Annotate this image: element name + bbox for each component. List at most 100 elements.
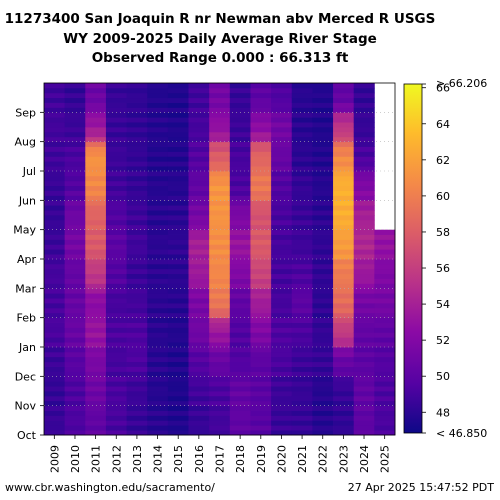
heatmap-cell [312, 180, 334, 187]
heatmap-cell [229, 376, 251, 382]
heatmap-cell [64, 327, 86, 333]
heatmap-cell [250, 268, 272, 275]
heatmap-cell [188, 361, 210, 367]
heatmap-cell [229, 83, 251, 89]
heatmap-cell [126, 259, 148, 265]
heatmap-cell [167, 210, 189, 216]
heatmap-cell [333, 161, 355, 167]
heatmap-cell [105, 420, 127, 426]
heatmap-cell [64, 259, 86, 265]
heatmap-cell [209, 234, 231, 240]
heatmap-cell [229, 254, 251, 260]
heatmap-cell [333, 391, 355, 397]
heatmap-cell [167, 239, 189, 245]
heatmap-cell [188, 395, 210, 402]
heatmap-cell [209, 425, 231, 431]
heatmap-cell [333, 400, 355, 407]
heatmap-cell [167, 117, 189, 123]
footer-source-url[interactable]: www.cbr.washington.edu/sacramento/ [5, 481, 215, 494]
heatmap-cell [291, 102, 313, 108]
heatmap-cell [250, 425, 272, 431]
heatmap-cell [353, 425, 375, 431]
heatmap-cell [167, 92, 189, 99]
heatmap-cell [85, 210, 107, 216]
heatmap-cell [64, 200, 86, 206]
heatmap-cell [229, 263, 251, 270]
heatmap-cell [44, 298, 66, 304]
heatmap-cell [312, 244, 334, 250]
heatmap-cell [312, 386, 334, 392]
heatmap-cell [188, 219, 210, 226]
heatmap-cell [44, 205, 66, 211]
heatmap-cell [312, 405, 334, 411]
heatmap-cell [105, 371, 127, 377]
heatmap-cell [374, 430, 396, 436]
heatmap-cell [44, 200, 66, 206]
heatmap-cell [85, 200, 107, 206]
heatmap-cell [333, 337, 355, 343]
heatmap-cell [147, 190, 169, 196]
heatmap-cell [44, 127, 66, 133]
heatmap-cell [374, 239, 396, 245]
heatmap-cell [167, 332, 189, 338]
heatmap-cell [291, 342, 313, 348]
heatmap-cell [85, 371, 107, 377]
heatmap-cell [209, 244, 231, 250]
heatmap-cell [167, 376, 189, 382]
heatmap-cell [291, 259, 313, 265]
heatmap-cell [147, 420, 169, 426]
heatmap-cell [147, 219, 169, 226]
x-tick-label: 2022 [317, 445, 330, 473]
heatmap-cell [229, 386, 251, 392]
heatmap-cell [105, 107, 127, 113]
heatmap-cell [167, 430, 189, 436]
heatmap-cell [44, 376, 66, 382]
heatmap-cell [353, 112, 375, 118]
heatmap-cell [353, 395, 375, 402]
heatmap-cell [167, 268, 189, 275]
heatmap-cell [188, 102, 210, 108]
heatmap-cell [85, 293, 107, 299]
heatmap-cell [85, 229, 107, 235]
heatmap-cell [209, 391, 231, 397]
heatmap-cell [85, 141, 107, 147]
heatmap-cell [291, 430, 313, 436]
heatmap-cell [105, 273, 127, 279]
heatmap-cell [147, 268, 169, 275]
heatmap-cell [188, 185, 210, 191]
heatmap-cell [209, 395, 231, 402]
heatmap-cell [271, 307, 293, 314]
heatmap-cell [374, 249, 396, 255]
heatmap-cell [85, 337, 107, 343]
heatmap-cell [147, 224, 169, 231]
heatmap-cell [126, 268, 148, 275]
heatmap-cell [333, 425, 355, 431]
heatmap-cell [105, 239, 127, 245]
heatmap-cell [291, 268, 313, 275]
heatmap-cell [44, 283, 66, 289]
heatmap-cell [147, 307, 169, 314]
heatmap-cell [229, 205, 251, 211]
heatmap-cell [85, 180, 107, 187]
heatmap-cell [147, 146, 169, 152]
heatmap-cell [64, 293, 86, 299]
heatmap-cell [312, 249, 334, 255]
heatmap-cell [188, 234, 210, 240]
heatmap-cell [209, 156, 231, 162]
heatmap-cell [374, 391, 396, 397]
heatmap-cell [126, 224, 148, 231]
heatmap-cell [312, 200, 334, 206]
heatmap-cell [291, 395, 313, 402]
heatmap-cell [333, 361, 355, 367]
heatmap-cell [126, 356, 148, 363]
heatmap-cell [291, 83, 313, 89]
heatmap-cell [209, 366, 231, 372]
heatmap-cell [44, 303, 66, 309]
heatmap-cell [291, 239, 313, 245]
heatmap-cell [44, 307, 66, 314]
heatmap-cell [229, 87, 251, 94]
heatmap-cell [105, 102, 127, 108]
heatmap-cell [374, 342, 396, 348]
heatmap-cell [271, 254, 293, 260]
heatmap-cell [353, 161, 375, 167]
